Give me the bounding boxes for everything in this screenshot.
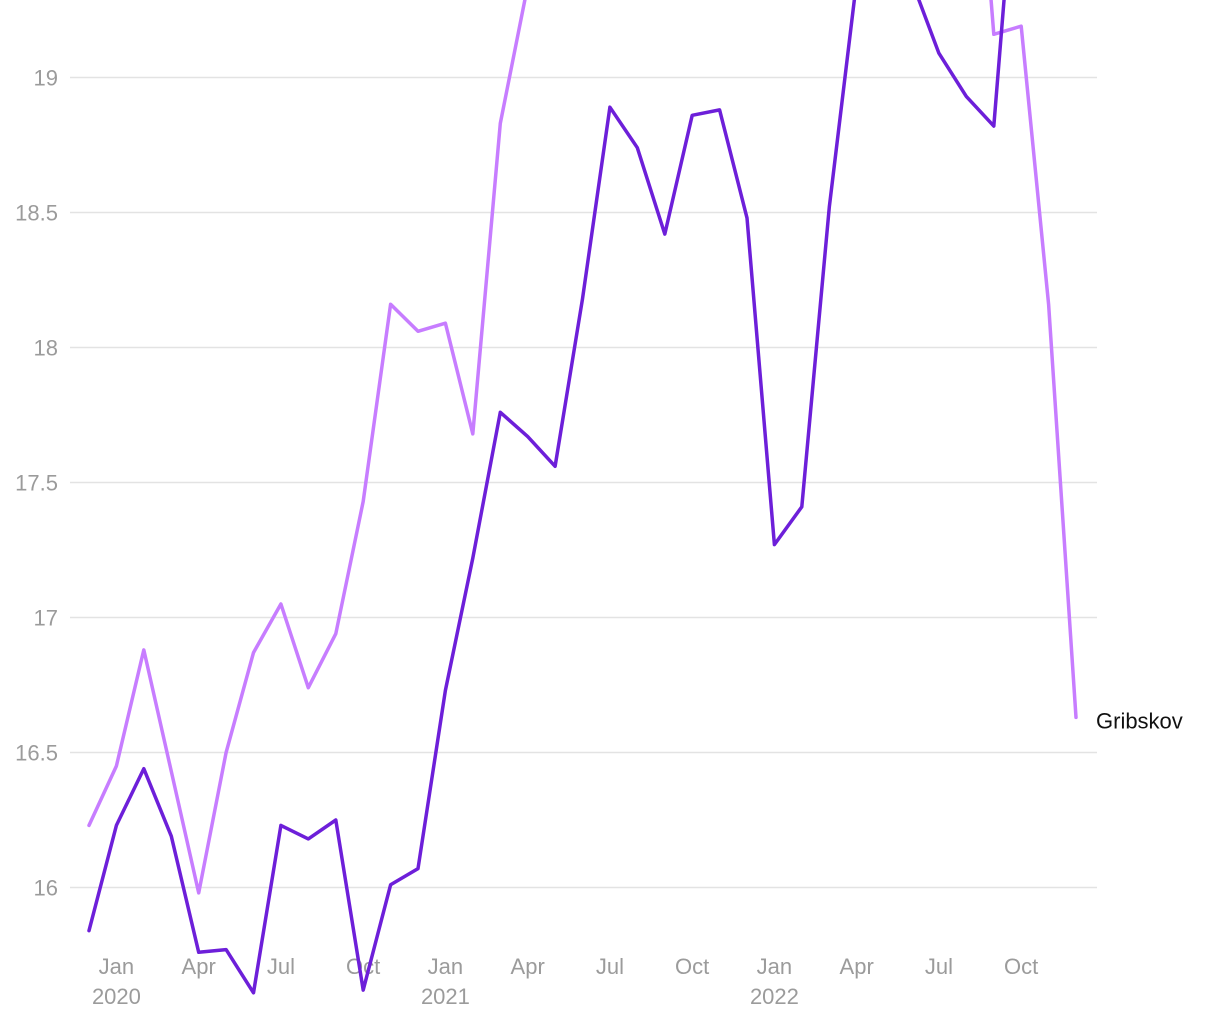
x-tick-label: Oct (1004, 954, 1038, 979)
x-tick-label: Jul (925, 954, 953, 979)
series-labels: GribskovLejre (1096, 708, 1183, 733)
x-tick-label: Apr (182, 954, 216, 979)
x-tick-year-label: 2020 (92, 984, 141, 1009)
x-tick-label: Jan (757, 954, 792, 979)
y-tick-label: 18 (34, 336, 58, 361)
x-tick-label: Apr (840, 954, 874, 979)
x-tick-year-label: 2021 (421, 984, 470, 1009)
y-tick-label: 16 (34, 876, 58, 901)
x-axis-ticks: Jan 2020 Apr Jul Oct Jan 2021 Apr Jul Oct Jan 2022 A… (92, 954, 1038, 1009)
series-lines (87, 0, 1078, 995)
y-tick-label: 19 (34, 66, 58, 91)
x-tick-year-label: 2022 (750, 984, 799, 1009)
y-tick-label: 16.5 (15, 741, 58, 766)
series-line-gribskov (87, 0, 1078, 895)
x-tick-label: Apr (511, 954, 545, 979)
series-label-gribskov: Gribskov (1096, 708, 1183, 733)
gridlines (70, 76, 1097, 889)
x-tick-label: Jul (596, 954, 624, 979)
y-tick-label: 17.5 (15, 471, 58, 496)
x-tick-label: Oct (675, 954, 709, 979)
x-tick-label: Jan (428, 954, 463, 979)
y-tick-label: 17 (34, 606, 58, 631)
x-tick-label: Oct (346, 954, 380, 979)
y-tick-label: 18.5 (15, 201, 58, 226)
x-tick-label: Jan (99, 954, 134, 979)
x-tick-label: Jul (267, 954, 295, 979)
series-line-lejre (87, 0, 1006, 995)
